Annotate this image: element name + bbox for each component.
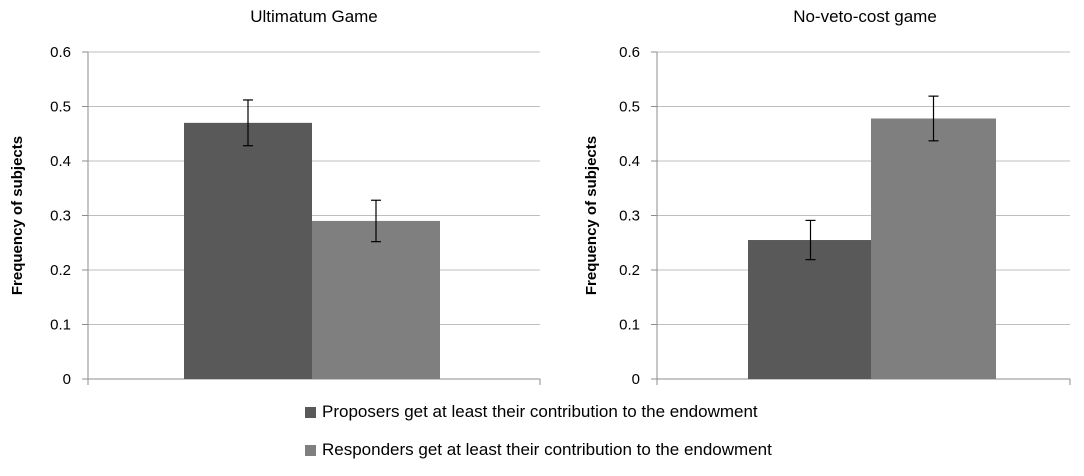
left-bar-responders	[312, 220, 440, 379]
legend-item-responders: Responders get at least their contributi…	[305, 438, 772, 462]
left-y-tick-label-3: 0.3	[50, 208, 71, 225]
legend-item-proposers: Proposers get at least their contributio…	[305, 400, 772, 424]
legend: Proposers get at least their contributio…	[305, 400, 772, 476]
right-bar-responders	[871, 118, 996, 380]
legend-swatch-responders	[305, 444, 316, 456]
left-y-tick-label-0: 0	[63, 371, 71, 388]
left-y-tick-label-2: 0.2	[50, 262, 71, 279]
right-y-tick-label-0: 0	[632, 371, 640, 388]
left-y-tick-label-6: 0.6	[50, 44, 71, 61]
right-y-tick-label-3: 0.3	[619, 208, 640, 225]
left-y-tick-label-1: 0.1	[50, 317, 71, 334]
right-chart-title: No-veto-cost game	[793, 7, 937, 26]
right-y-tick-label-5: 0.5	[619, 99, 640, 116]
right-y-axis-label: Frequency of subjects	[583, 136, 600, 295]
right-y-tick-label-1: 0.1	[619, 317, 640, 334]
right-y-tick-label-2: 0.2	[619, 262, 640, 279]
left-y-tick-label-4: 0.4	[50, 153, 71, 170]
right-y-tick-label-6: 0.6	[619, 44, 640, 61]
legend-label-responders: Responders get at least their contributi…	[322, 440, 772, 459]
right-y-tick-label-4: 0.4	[619, 153, 640, 170]
left-chart-title: Ultimatum Game	[250, 7, 378, 26]
charts-svg: Ultimatum Game Frequency of subjects 0 0.1 0…	[9, 7, 1071, 388]
left-bar-proposers	[184, 122, 312, 379]
left-y-tick-label-5: 0.5	[50, 99, 71, 116]
left-y-axis-label: Frequency of subjects	[9, 136, 26, 295]
right-bar-proposers	[748, 240, 873, 379]
legend-label-proposers: Proposers get at least their contributio…	[322, 402, 758, 421]
legend-swatch-proposers	[305, 406, 316, 418]
